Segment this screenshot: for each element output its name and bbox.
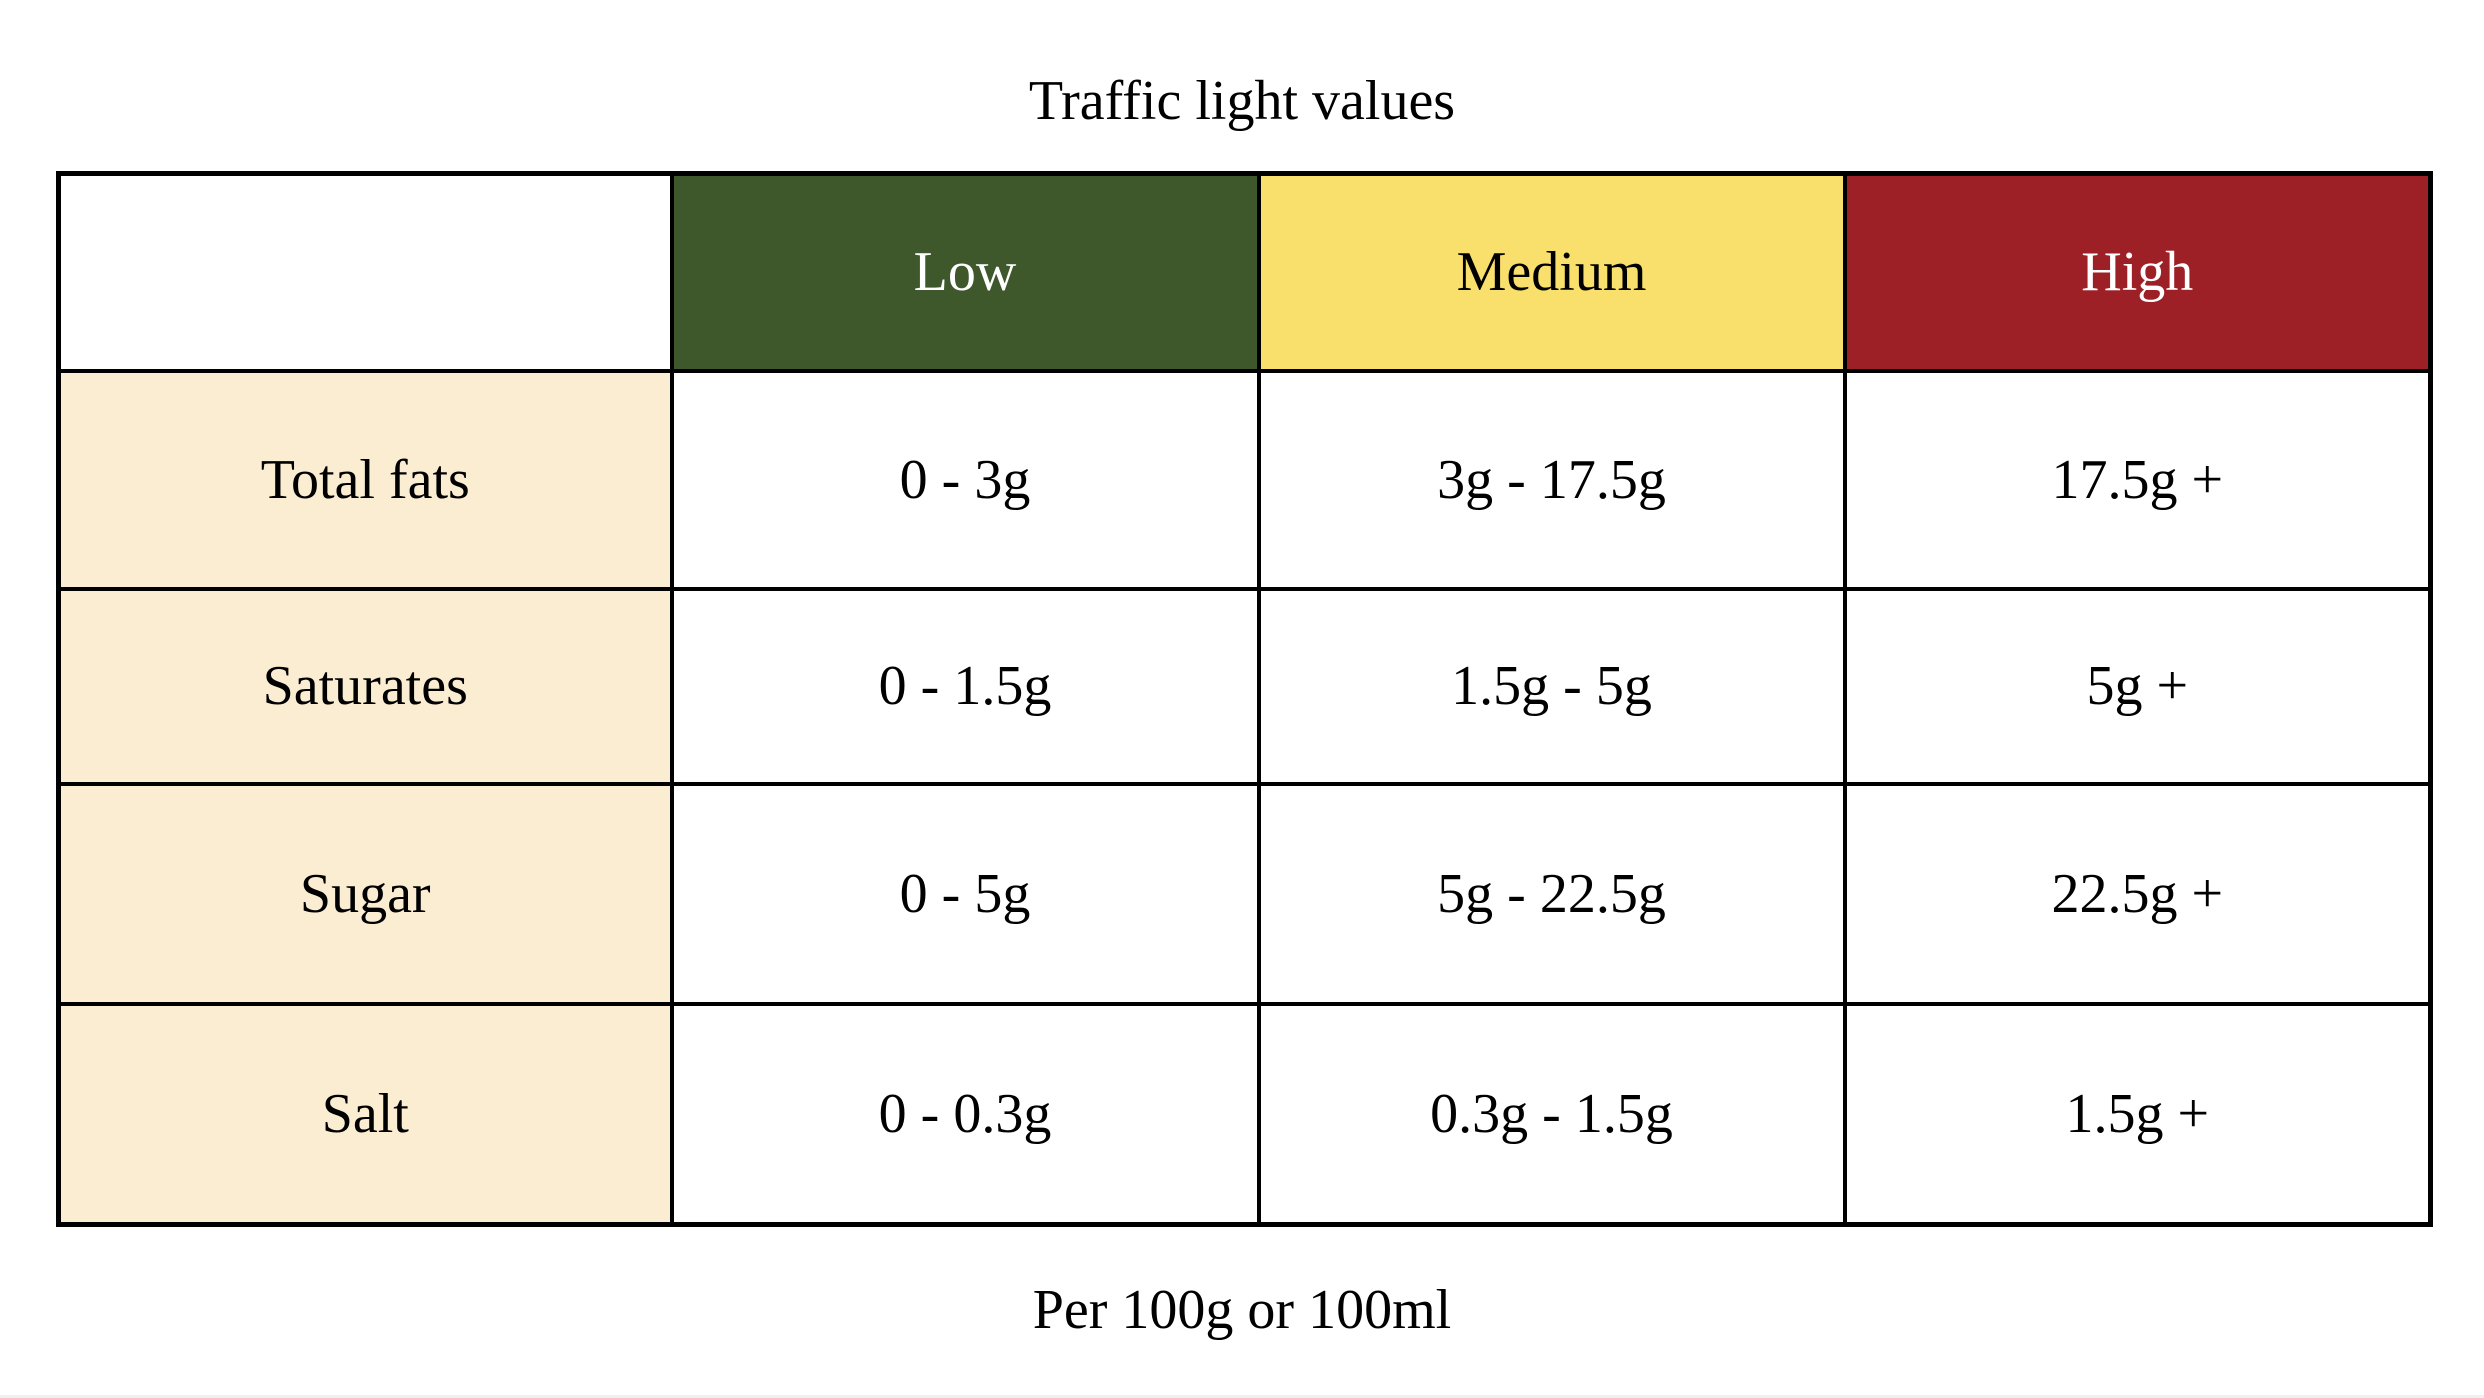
cell-low: 0 - 0.3g	[669, 1001, 1261, 1227]
cell-medium: 3g - 17.5g	[1256, 368, 1847, 591]
cell-low: 0 - 3g	[669, 368, 1261, 591]
cell-medium: 0.3g - 1.5g	[1256, 1001, 1847, 1227]
cell-medium: 1.5g - 5g	[1256, 586, 1847, 786]
cell-low: 0 - 1.5g	[669, 586, 1261, 786]
table-row: Saturates 0 - 1.5g 1.5g - 5g 5g +	[56, 586, 2433, 786]
header-medium: Medium	[1256, 171, 1847, 373]
header-low: Low	[669, 171, 1261, 373]
cell-high: 1.5g +	[1842, 1001, 2433, 1227]
header-high: High	[1842, 171, 2433, 373]
traffic-light-table: Low Medium High Total fats 0 - 3g 3g - 1…	[56, 171, 2433, 1227]
row-label-saturates: Saturates	[56, 586, 674, 786]
row-label-sugar: Sugar	[56, 781, 674, 1006]
row-label-total-fats: Total fats	[56, 368, 674, 591]
cell-high: 22.5g +	[1842, 781, 2433, 1006]
table-row: Sugar 0 - 5g 5g - 22.5g 22.5g +	[56, 781, 2433, 1006]
cell-medium: 5g - 22.5g	[1256, 781, 1847, 1006]
table-footnote: Per 100g or 100ml	[1032, 1279, 1452, 1341]
cell-low: 0 - 5g	[669, 781, 1261, 1006]
corner-cell	[56, 171, 674, 373]
cell-high: 5g +	[1842, 586, 2433, 786]
row-label-salt: Salt	[56, 1001, 674, 1227]
header-row: Low Medium High	[56, 171, 2433, 373]
table-row: Salt 0 - 0.3g 0.3g - 1.5g 1.5g +	[56, 1001, 2433, 1227]
table-title: Traffic light values	[1028, 70, 1456, 132]
table-row: Total fats 0 - 3g 3g - 17.5g 17.5g +	[56, 368, 2433, 591]
bottom-edge-strip	[0, 1395, 2484, 1398]
cell-high: 17.5g +	[1842, 368, 2433, 591]
